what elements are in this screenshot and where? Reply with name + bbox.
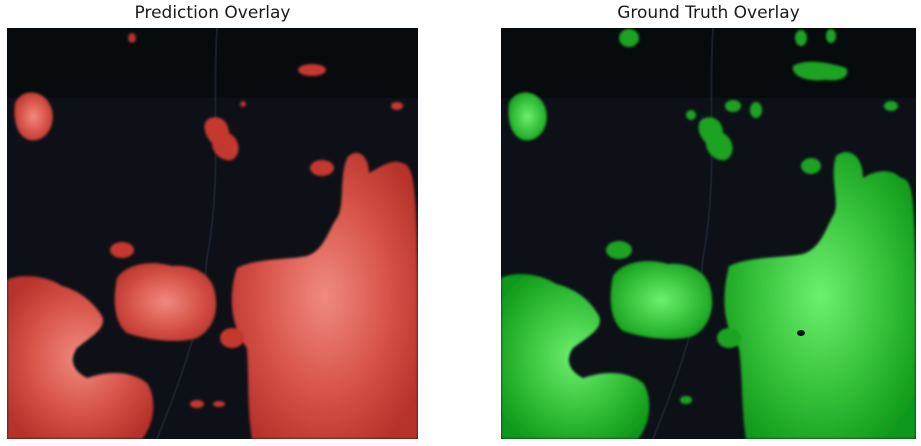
dark-region: [7, 28, 418, 98]
cloud-speck: [110, 242, 134, 258]
dark-region: [501, 28, 916, 98]
cloud-speck: [826, 29, 836, 43]
cloud-speck: [619, 29, 639, 47]
cloud-speck: [240, 101, 246, 107]
cloud-blob: [14, 92, 53, 141]
ground-truth-overlay-image: [501, 28, 916, 439]
cloud-blob: [231, 152, 418, 439]
cloud-speck: [725, 100, 741, 112]
cloud-speck: [220, 328, 244, 348]
cloud-blob: [724, 152, 916, 439]
river-line: [156, 28, 218, 439]
cloud-blob: [114, 263, 217, 341]
ground-truth-overlay-canvas: [501, 28, 916, 439]
prediction-overlay-image: [7, 28, 418, 439]
prediction-overlay-canvas: [7, 28, 418, 439]
cloud-speck: [801, 158, 821, 174]
prediction-cloud-mask: [7, 33, 418, 439]
cloud-speck: [190, 400, 204, 408]
cloud-speck: [213, 401, 225, 407]
cloud-speck: [680, 396, 692, 404]
cloud-speck: [298, 64, 326, 76]
ground-truth-overlay-title: Ground Truth Overlay: [617, 3, 800, 23]
river-line: [652, 28, 714, 439]
cloud-blob: [792, 61, 848, 81]
cloud-blob: [698, 117, 733, 161]
cloud-speck: [750, 102, 762, 118]
cloud-blob: [501, 274, 650, 439]
cloud-speck: [606, 241, 632, 259]
cloud-speck: [686, 110, 696, 120]
cloud-hole: [797, 330, 805, 336]
cloud-blob: [508, 92, 547, 141]
cloud-speck: [717, 328, 741, 348]
cloud-blob: [204, 117, 239, 161]
cloud-speck: [310, 160, 334, 176]
cloud-speck: [128, 33, 136, 43]
cloud-blob: [610, 261, 713, 339]
cloud-speck: [391, 102, 403, 110]
ground-truth-cloud-mask: [501, 29, 916, 439]
cloud-speck: [884, 101, 898, 111]
cloud-blob: [7, 276, 154, 439]
cloud-speck: [795, 30, 807, 46]
prediction-overlay-title: Prediction Overlay: [134, 3, 291, 23]
